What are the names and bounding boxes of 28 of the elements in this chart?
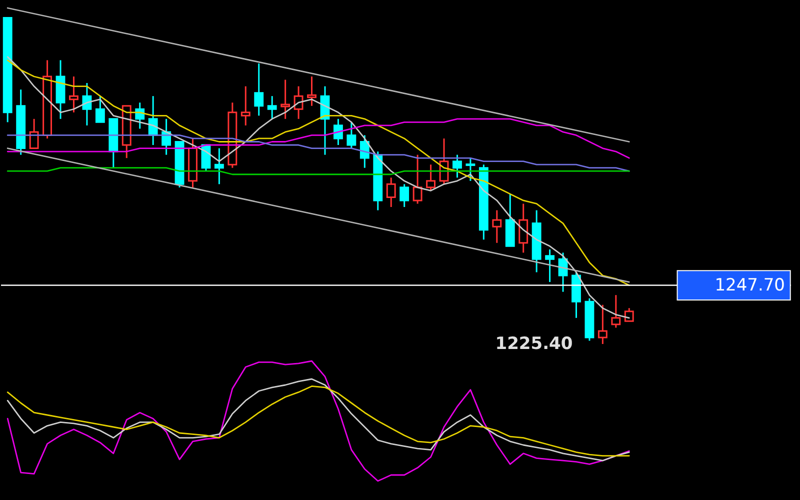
candlestick xyxy=(69,76,78,114)
candlestick xyxy=(254,62,264,116)
candlestick xyxy=(492,210,502,244)
candlestick xyxy=(386,176,396,208)
candlestick xyxy=(518,202,528,254)
candlestick xyxy=(466,157,476,182)
candlestick xyxy=(29,118,39,150)
candlestick xyxy=(307,76,316,107)
candlestick xyxy=(624,307,634,322)
candlestick xyxy=(214,148,224,185)
candlestick xyxy=(412,154,422,204)
candlestick xyxy=(611,294,621,328)
candlestick xyxy=(95,95,105,123)
candlestick xyxy=(360,134,370,169)
candlestick xyxy=(82,82,92,126)
candlestick xyxy=(400,183,410,208)
candlestick xyxy=(545,248,555,283)
candlestick xyxy=(267,95,277,120)
text: 1247.70 xyxy=(714,275,785,296)
candlestick xyxy=(240,86,250,126)
candlestick xyxy=(294,86,304,120)
candlestick xyxy=(280,79,290,120)
candlestick xyxy=(346,121,356,150)
candlestick xyxy=(333,118,343,146)
candlestick xyxy=(598,304,608,345)
candlestick xyxy=(452,154,462,178)
candlestick xyxy=(426,164,436,192)
annotation: 1225.40 xyxy=(495,334,573,354)
